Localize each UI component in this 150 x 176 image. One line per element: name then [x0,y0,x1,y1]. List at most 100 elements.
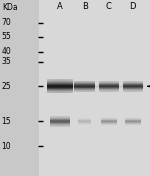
Bar [133,81,134,92]
Bar [50,116,51,127]
Bar [109,118,110,125]
Bar [123,87,143,88]
Bar [87,118,88,125]
Bar [140,81,141,92]
Bar [80,81,81,92]
Bar [50,117,70,118]
Bar [125,81,126,92]
Bar [53,116,54,127]
Text: 40: 40 [2,47,11,56]
Bar [85,81,86,92]
Bar [64,79,65,93]
Bar [112,81,113,92]
Bar [50,118,70,119]
Bar [56,116,57,127]
Bar [74,86,95,87]
Bar [47,90,73,91]
Bar [72,79,73,93]
Bar [106,81,107,92]
Bar [80,118,81,125]
Bar [105,118,106,125]
Bar [47,88,73,89]
Text: 35: 35 [2,57,11,66]
Bar [130,118,131,125]
Bar [102,81,103,92]
Bar [50,124,70,125]
Bar [70,79,71,93]
Bar [74,88,95,89]
Bar [113,118,114,125]
Bar [58,79,59,93]
Bar [116,81,117,92]
Bar [50,120,70,121]
Bar [138,81,139,92]
Bar [87,81,88,92]
Bar [68,116,69,127]
Bar [71,79,72,93]
Bar [123,85,143,86]
Bar [47,82,73,83]
Bar [111,81,112,92]
Bar [107,118,108,125]
Bar [132,118,133,125]
Bar [101,81,102,92]
Bar [74,85,95,86]
Bar [129,118,130,125]
Bar [64,116,65,127]
Bar [39,0,150,176]
Bar [132,81,133,92]
Bar [57,116,58,127]
Bar [123,82,143,83]
Bar [62,79,63,93]
Bar [47,84,73,85]
Text: 55: 55 [2,32,11,42]
Bar [137,118,138,125]
Bar [125,121,141,122]
Bar [65,116,66,127]
Bar [91,81,92,92]
Bar [123,81,143,82]
Bar [134,118,135,125]
Bar [136,118,137,125]
Bar [47,81,73,82]
Bar [74,81,95,82]
Bar [128,118,129,125]
Bar [141,81,142,92]
Bar [101,118,102,125]
Bar [63,79,64,93]
Bar [47,83,73,84]
Bar [93,81,94,92]
Bar [108,118,109,125]
Bar [125,123,141,124]
Bar [99,87,119,88]
Bar [107,81,108,92]
Bar [111,118,112,125]
Bar [81,118,82,125]
Bar [139,81,140,92]
Bar [65,79,66,93]
Bar [84,118,85,125]
Bar [130,81,131,92]
Bar [86,118,87,125]
Bar [108,81,109,92]
Bar [74,87,95,88]
Bar [123,88,143,89]
Bar [116,118,117,125]
Bar [99,91,119,92]
Bar [50,79,51,93]
Bar [50,125,70,126]
Bar [50,119,70,120]
Bar [67,79,68,93]
Bar [103,81,104,92]
Bar [47,92,73,93]
Bar [99,89,119,90]
Bar [81,81,82,92]
Bar [60,116,61,127]
Bar [55,79,56,93]
Bar [137,81,138,92]
Bar [102,118,103,125]
Bar [47,86,73,87]
Bar [123,83,143,84]
Bar [78,81,79,92]
Bar [74,91,95,92]
